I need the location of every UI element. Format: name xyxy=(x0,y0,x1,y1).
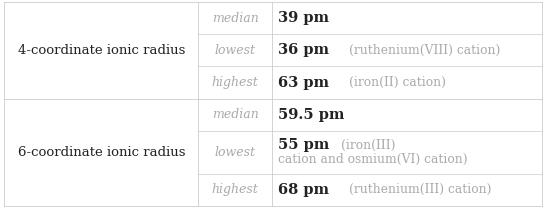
Text: median: median xyxy=(212,108,258,121)
Text: (iron(II) cation): (iron(II) cation) xyxy=(349,76,446,89)
Text: lowest: lowest xyxy=(215,146,256,159)
Text: 6-coordinate ionic radius: 6-coordinate ionic radius xyxy=(17,146,185,159)
Text: median: median xyxy=(212,12,258,25)
Text: (iron(III): (iron(III) xyxy=(341,139,396,152)
Text: (ruthenium(III) cation): (ruthenium(III) cation) xyxy=(349,183,491,196)
Text: cation and osmium(VI) cation): cation and osmium(VI) cation) xyxy=(278,153,468,166)
Text: highest: highest xyxy=(212,76,258,89)
Text: 55 pm: 55 pm xyxy=(278,138,330,152)
Text: 36 pm: 36 pm xyxy=(278,43,329,57)
Text: 4-coordinate ionic radius: 4-coordinate ionic radius xyxy=(17,44,185,57)
Text: (ruthenium(VIII) cation): (ruthenium(VIII) cation) xyxy=(349,44,500,57)
Text: lowest: lowest xyxy=(215,44,256,57)
Text: 39 pm: 39 pm xyxy=(278,11,329,25)
Text: highest: highest xyxy=(212,183,258,196)
Text: 63 pm: 63 pm xyxy=(278,76,329,90)
Text: 68 pm: 68 pm xyxy=(278,183,329,197)
Text: 59.5 pm: 59.5 pm xyxy=(278,108,345,122)
